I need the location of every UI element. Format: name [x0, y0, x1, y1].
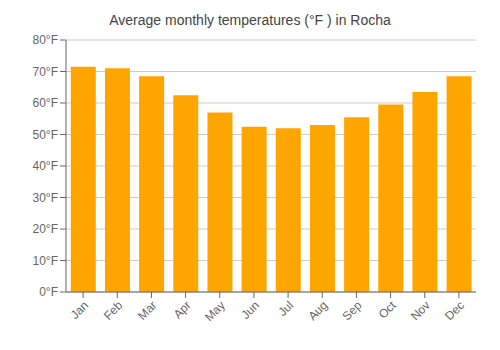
svg-text:Jul: Jul — [275, 298, 296, 319]
svg-text:0°F: 0°F — [39, 285, 58, 299]
svg-text:Jun: Jun — [238, 298, 262, 322]
html-text:Average monthly temperatures (: Average monthly temperatures (°F ) in Ro… — [109, 12, 391, 28]
svg-text:50°F: 50°F — [33, 128, 58, 142]
svg-text:Dec: Dec — [442, 298, 467, 323]
svg-text:10°F: 10°F — [33, 254, 58, 268]
svg-text:Feb: Feb — [101, 298, 126, 323]
svg-text:Sep: Sep — [340, 298, 365, 323]
svg-text:Nov: Nov — [408, 298, 433, 323]
svg-text:40°F: 40°F — [33, 159, 58, 173]
svg-text:70°F: 70°F — [33, 65, 58, 79]
svg-text:Jan: Jan — [68, 298, 92, 322]
svg-text:80°F: 80°F — [33, 33, 58, 47]
svg-text:20°F: 20°F — [33, 222, 58, 236]
svg-text:Aug: Aug — [305, 298, 330, 323]
svg-text:30°F: 30°F — [33, 191, 58, 205]
svg-text:Mar: Mar — [135, 298, 160, 323]
svg-text:Apr: Apr — [171, 298, 194, 321]
svg-text:Oct: Oct — [376, 298, 400, 322]
svg-text:May: May — [202, 298, 228, 324]
svg-text:60°F: 60°F — [33, 96, 58, 110]
